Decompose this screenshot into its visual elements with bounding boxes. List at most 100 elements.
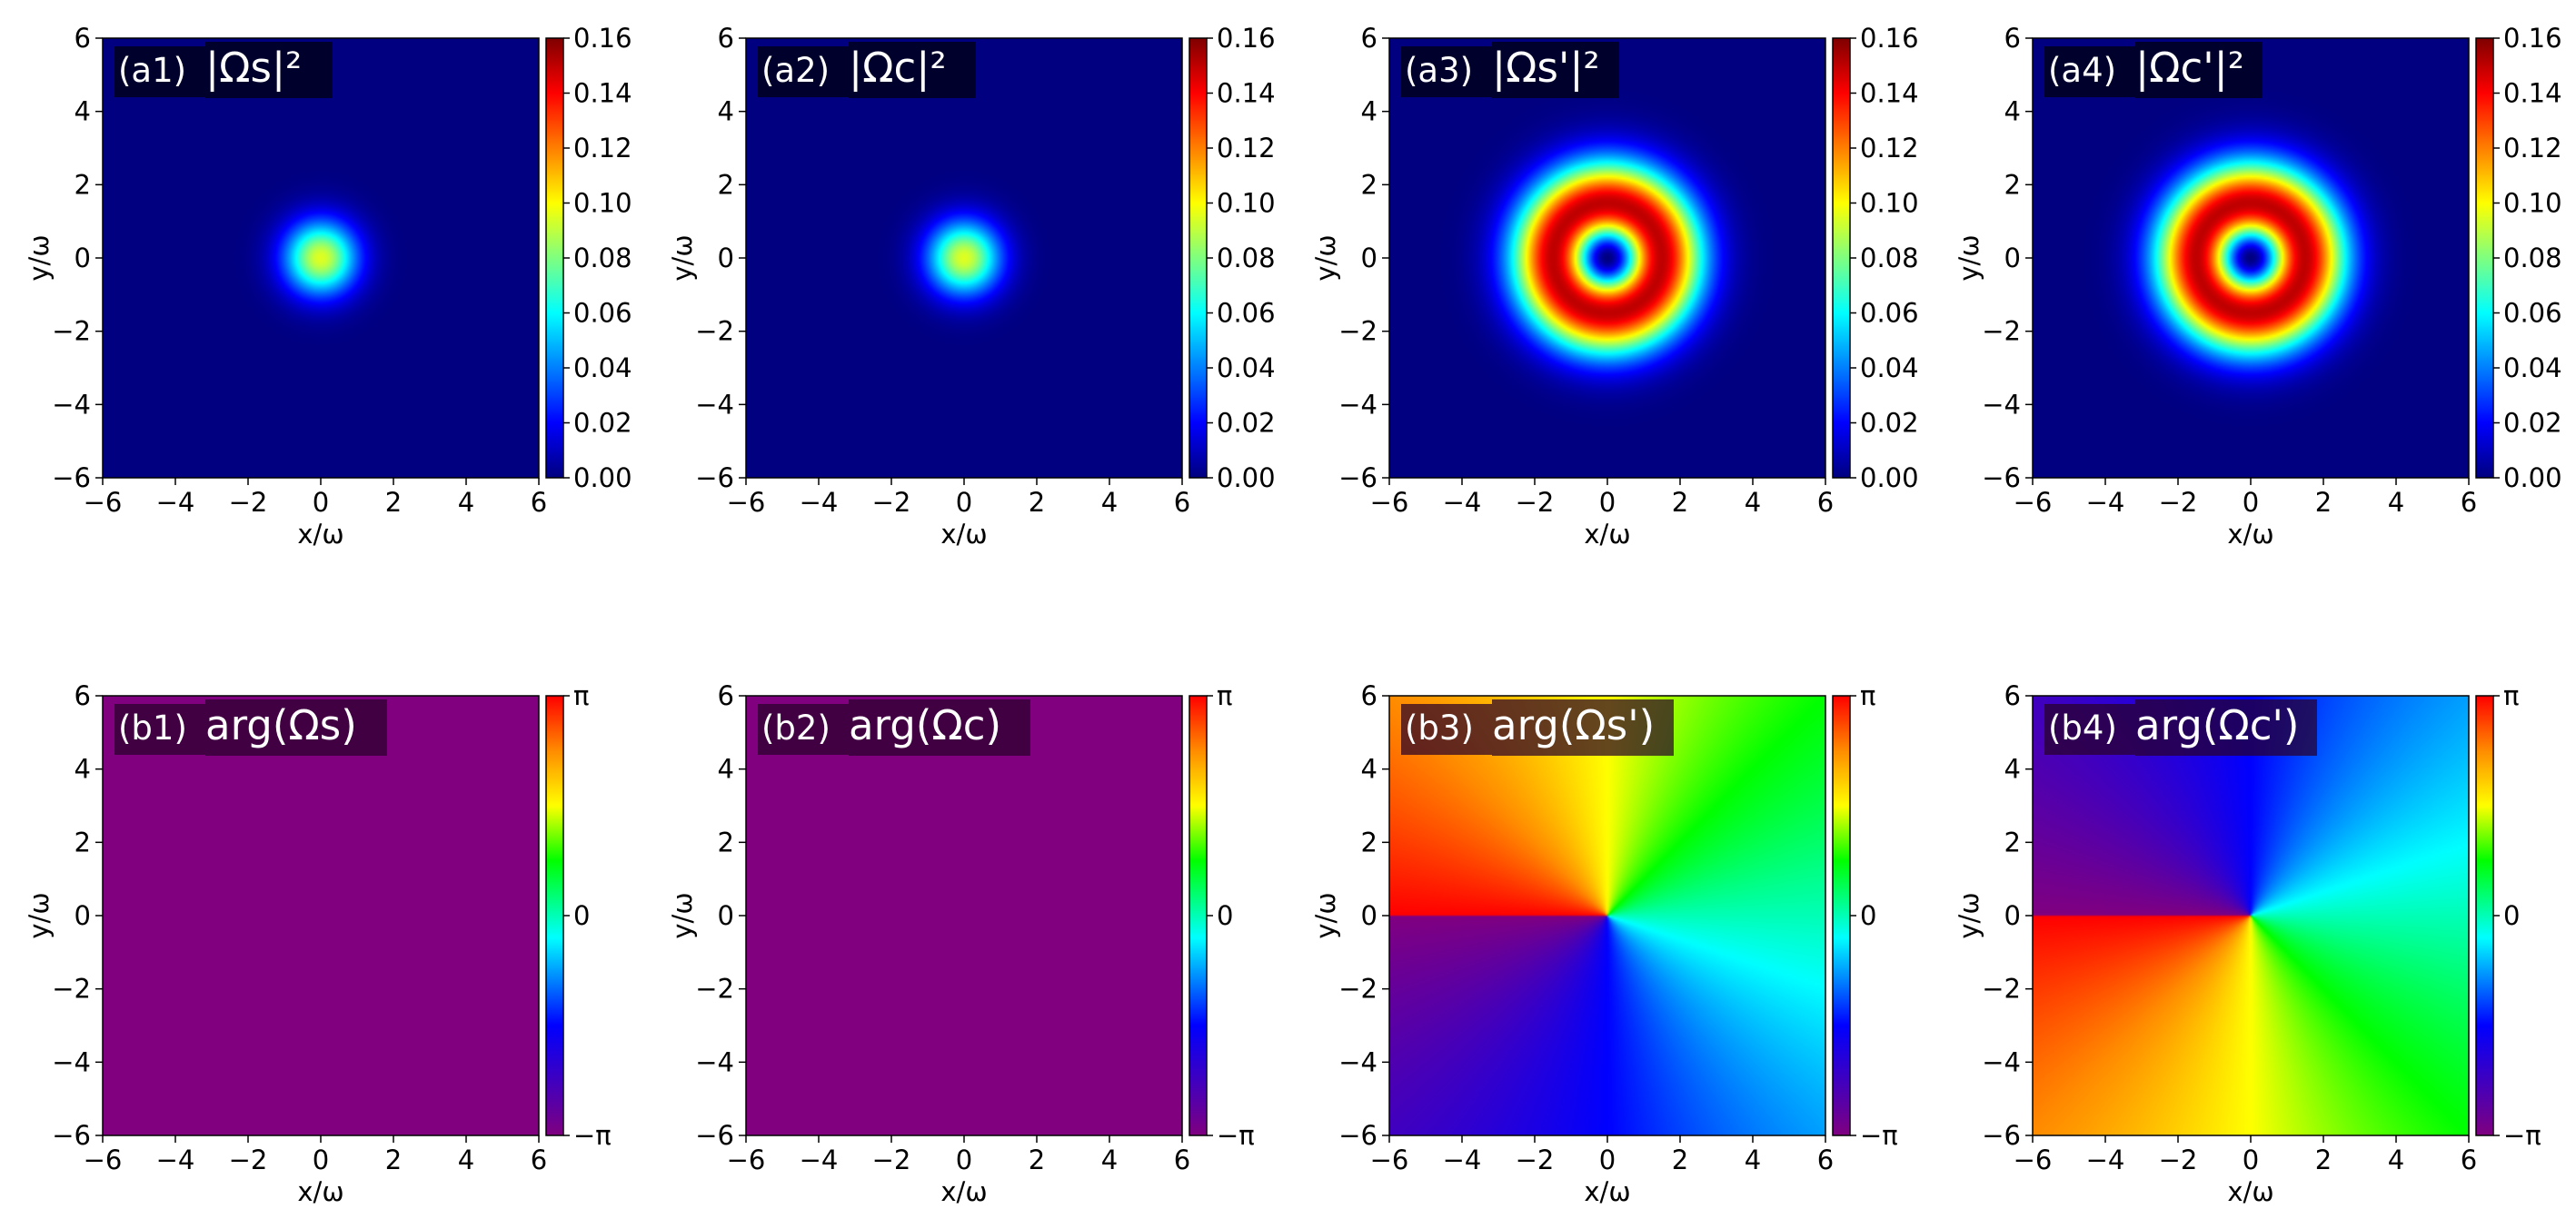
x-tick-label: 0 — [1599, 1145, 1616, 1175]
colorbar-tick-label: 0.04 — [1217, 352, 1276, 383]
x-tick-label: 2 — [385, 487, 402, 518]
x-tick-label: 6 — [1817, 1145, 1834, 1175]
colorbar-tick-label: 0.06 — [1860, 298, 1919, 329]
colorbar-tick-label: 0.12 — [2503, 133, 2562, 164]
heatmap-image — [1389, 38, 1825, 478]
y-tick-label: 2 — [75, 169, 91, 200]
x-tick-label: −6 — [84, 487, 123, 518]
y-tick-label: 0 — [75, 243, 91, 273]
x-axis-label: x/ω — [1584, 519, 1630, 550]
y-tick-label: −2 — [1982, 316, 2021, 347]
y-tick-label: −6 — [1982, 462, 2021, 493]
panel-title-box — [1492, 42, 1619, 98]
y-tick-label: 6 — [75, 23, 91, 54]
panel-label-box — [2044, 704, 2135, 755]
colorbar-tick-label: 0.14 — [573, 78, 632, 109]
y-tick-label: 2 — [75, 827, 91, 857]
colorbar-gradient — [1189, 696, 1207, 1135]
y-tick-label: −2 — [1338, 974, 1378, 1005]
x-tick-label: −6 — [2014, 487, 2053, 518]
colorbar-tick-label: 0.02 — [573, 408, 632, 439]
y-tick-label: 2 — [2004, 827, 2021, 857]
x-tick-label: 4 — [1101, 1145, 1118, 1175]
y-tick-label: −4 — [1982, 389, 2021, 420]
y-tick-label: −6 — [1338, 462, 1378, 493]
panel-a3: −6 −4 −2 0 2 4 6 −6 −4 −2 0 2 4 6 x/ω y/ω (a3) |Ωs'|² 0.00… — [1310, 23, 1919, 550]
x-axis-label: x/ω — [940, 1176, 987, 1207]
x-tick-label: −4 — [800, 1145, 839, 1175]
y-tick-label: −2 — [52, 316, 91, 347]
colorbar-tick-label: −π — [573, 1120, 612, 1151]
colorbar-tick-label: 0.00 — [1860, 462, 1919, 493]
y-tick-label: −6 — [695, 1120, 734, 1151]
y-tick-label: 6 — [75, 680, 91, 711]
panel-title: |Ωc'|² — [2135, 44, 2244, 92]
x-tick-label: −6 — [1370, 1145, 1409, 1175]
colorbar-tick-label: π — [1217, 680, 1232, 711]
y-tick-label: 6 — [2004, 23, 2021, 54]
y-axis-label: y/ω — [24, 234, 55, 281]
x-tick-label: −4 — [2086, 1145, 2125, 1175]
colorbar-tick-label: −π — [2503, 1120, 2541, 1151]
panel-title: |Ωc|² — [849, 44, 947, 92]
y-tick-label: −4 — [1338, 1046, 1378, 1077]
x-tick-label: 6 — [2461, 487, 2477, 518]
x-tick-label: −2 — [1516, 487, 1555, 518]
colorbar-tick-label: π — [1860, 680, 1875, 711]
colorbar-tick-label: 0.08 — [1217, 243, 1276, 273]
y-tick-label: −2 — [695, 316, 734, 347]
panel-title: arg(Ωs') — [1492, 701, 1655, 749]
colorbar-gradient — [1189, 38, 1207, 478]
panel-title-box — [849, 42, 976, 98]
panel-title: |Ωs'|² — [1492, 44, 1600, 92]
y-axis-label: y/ω — [1310, 892, 1341, 938]
panel-label-box — [1401, 704, 1492, 755]
panel-label-box — [758, 704, 849, 755]
x-tick-label: 4 — [458, 1145, 474, 1175]
colorbar-gradient — [546, 38, 563, 478]
y-tick-label: 6 — [718, 23, 734, 54]
y-tick-label: 4 — [718, 96, 734, 127]
y-tick-label: 4 — [718, 754, 734, 785]
heatmap-image — [103, 696, 539, 1135]
colorbar-tick-label: 0.16 — [2503, 23, 2562, 54]
x-tick-label: −4 — [2086, 487, 2125, 518]
x-tick-label: 6 — [2461, 1145, 2477, 1175]
x-tick-label: 2 — [2315, 1145, 2332, 1175]
y-tick-label: −2 — [52, 974, 91, 1005]
panel-label: (b2) — [761, 709, 830, 748]
colorbar-tick-label: 0.14 — [1860, 78, 1919, 109]
y-axis-label: y/ω — [1954, 234, 1984, 281]
y-tick-label: 2 — [1361, 827, 1378, 857]
panel-title-box — [2135, 699, 2317, 756]
colorbar-tick-label: 0.08 — [573, 243, 632, 273]
y-tick-label: −4 — [695, 389, 734, 420]
y-axis-label: y/ω — [667, 234, 698, 281]
colorbar-gradient — [546, 696, 563, 1135]
y-tick-label: 0 — [718, 243, 734, 273]
y-tick-label: −4 — [52, 1046, 91, 1077]
y-tick-label: 4 — [2004, 754, 2021, 785]
colorbar-tick-label: 0.10 — [2503, 188, 2562, 219]
panel-label: (a1) — [118, 51, 186, 90]
panel-title-box — [1492, 699, 1674, 756]
y-tick-label: 6 — [718, 680, 734, 711]
x-tick-label: −4 — [156, 487, 195, 518]
colorbar-tick-label: 0.04 — [1860, 352, 1919, 383]
colorbar-tick-label: π — [2503, 680, 2519, 711]
colorbar-tick-label: 0.10 — [573, 188, 632, 219]
colorbar-gradient — [2476, 696, 2493, 1135]
x-tick-label: −2 — [229, 487, 268, 518]
colorbar-tick-label: 0.00 — [2503, 462, 2562, 493]
panel-title: arg(Ωs) — [205, 701, 357, 749]
x-tick-label: 0 — [956, 1145, 972, 1175]
x-tick-label: −6 — [727, 1145, 766, 1175]
panel-label: (b4) — [2048, 709, 2117, 748]
panel-label-box — [114, 46, 205, 97]
heatmap-image — [2033, 38, 2469, 478]
panel-title: arg(Ωc') — [2135, 701, 2299, 749]
y-tick-label: 0 — [2004, 900, 2021, 931]
y-tick-label: −6 — [52, 462, 91, 493]
y-tick-label: 4 — [75, 754, 91, 785]
